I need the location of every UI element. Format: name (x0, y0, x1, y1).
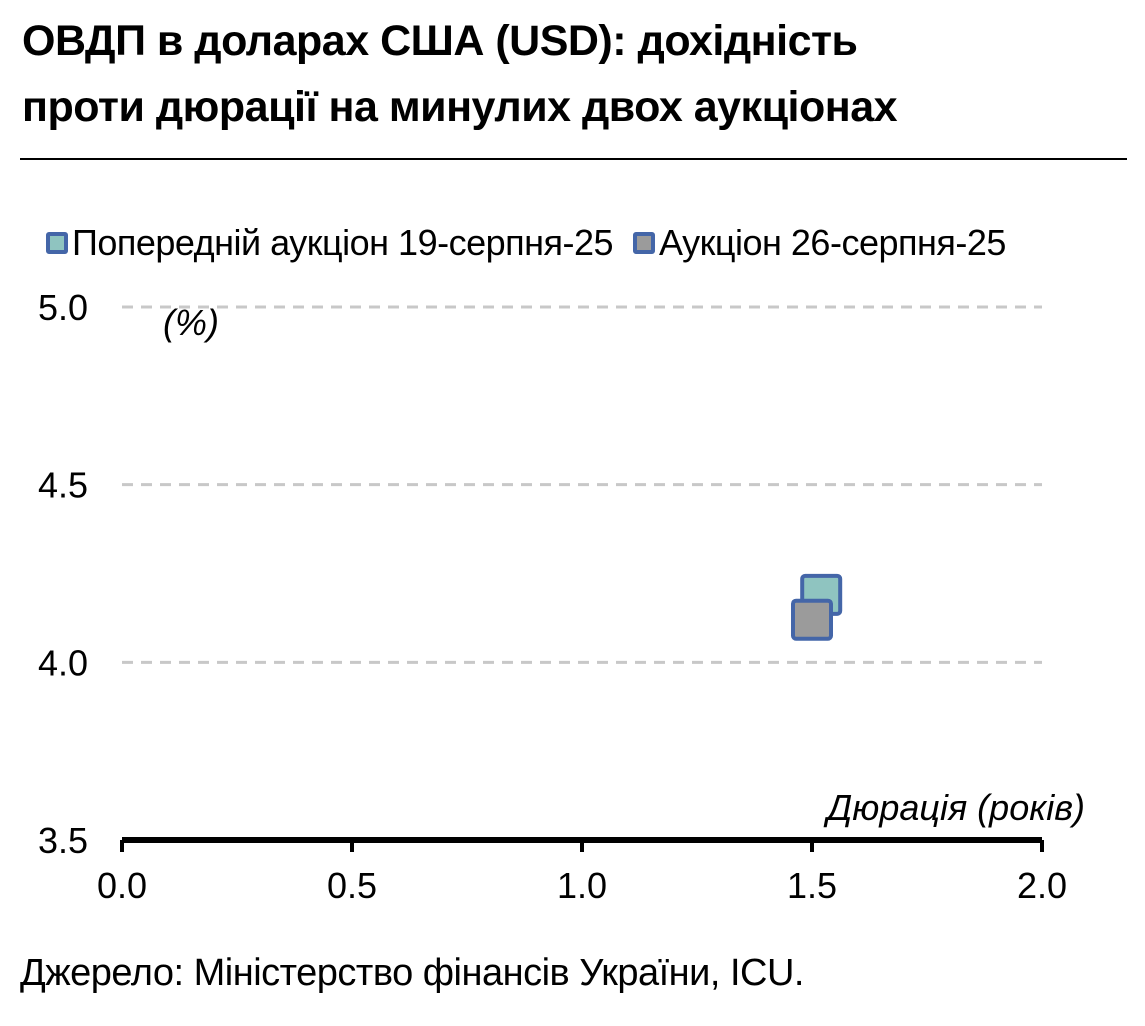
legend-item-previous-auction: Попередній аукціон 19-серпня-25 (46, 222, 614, 264)
source-note: Джерело: Міністерство фінансів України, … (20, 952, 804, 994)
x-tick-label-3: 1.5 (787, 865, 837, 906)
x-tick-label-2: 1.0 (557, 865, 607, 906)
y-tick-label-3: 5.0 (38, 287, 88, 328)
title-divider (20, 158, 1127, 160)
x-tick-label-0: 0.0 (97, 865, 147, 906)
y-tick-label-1: 4.0 (38, 642, 88, 683)
y-tick-label-2: 4.5 (38, 465, 88, 506)
legend-item-current-auction: Аукціон 26-серпня-25 (633, 222, 1006, 264)
chart-title: ОВДП в доларах США (USD): дохідність про… (22, 8, 1122, 140)
x-axis-label: Дюрація (років) (823, 787, 1085, 828)
legend: Попередній аукціон 19-серпня-25 Аукціон … (46, 218, 1026, 268)
legend-label-current: Аукціон 26-серпня-25 (659, 222, 1006, 263)
legend-swatch-previous (46, 232, 68, 254)
data-point-series-1-0 (791, 598, 833, 641)
x-tick-label-4: 2.0 (1017, 865, 1067, 906)
chart-title-line-2: проти дюрації на минулих двох аукціонах (22, 83, 898, 131)
legend-label-previous: Попередній аукціон 19-серпня-25 (72, 222, 614, 263)
scatter-chart: 3.5 4.0 4.5 5.0 0.0 0.5 1.0 1.5 2.0 (%) Дюрація (р… (38, 287, 1085, 906)
legend-swatch-current (633, 232, 656, 254)
y-axis-label: (%) (163, 302, 219, 343)
x-tick-label-1: 0.5 (327, 865, 377, 906)
y-tick-label-0: 3.5 (38, 820, 88, 861)
chart-title-line-1: ОВДП в доларах США (USD): дохідність (22, 17, 858, 65)
